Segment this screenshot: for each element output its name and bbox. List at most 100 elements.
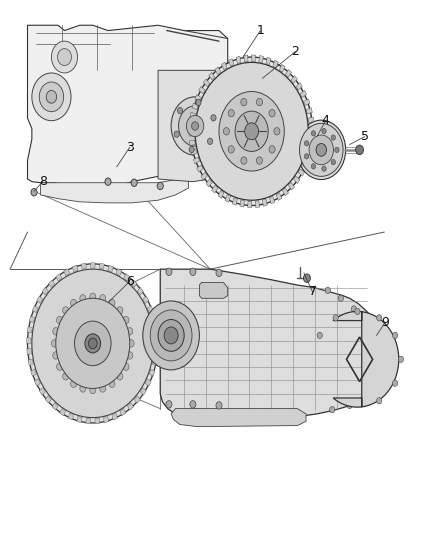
Circle shape	[111, 319, 116, 326]
Polygon shape	[134, 395, 140, 403]
Polygon shape	[193, 157, 200, 164]
Polygon shape	[108, 265, 113, 272]
Circle shape	[28, 264, 158, 423]
Circle shape	[189, 146, 194, 152]
Circle shape	[364, 317, 370, 322]
Circle shape	[208, 138, 213, 144]
Polygon shape	[143, 296, 149, 303]
Circle shape	[355, 308, 360, 314]
Circle shape	[174, 131, 179, 138]
Polygon shape	[273, 60, 278, 68]
Polygon shape	[279, 64, 285, 72]
Circle shape	[127, 352, 133, 359]
Circle shape	[90, 386, 96, 394]
Circle shape	[77, 369, 82, 375]
Polygon shape	[72, 265, 78, 272]
Polygon shape	[91, 263, 95, 268]
Polygon shape	[127, 403, 134, 410]
Polygon shape	[190, 112, 196, 118]
Circle shape	[70, 319, 75, 326]
Polygon shape	[308, 117, 314, 123]
Polygon shape	[28, 25, 228, 188]
Polygon shape	[222, 62, 227, 70]
Circle shape	[123, 363, 129, 370]
Polygon shape	[244, 55, 248, 62]
Polygon shape	[145, 379, 151, 386]
Polygon shape	[27, 338, 31, 343]
Circle shape	[228, 146, 234, 153]
Circle shape	[39, 82, 64, 112]
Circle shape	[304, 274, 311, 282]
Polygon shape	[112, 413, 117, 420]
Circle shape	[304, 154, 309, 159]
Circle shape	[117, 306, 123, 314]
Circle shape	[377, 314, 382, 321]
Polygon shape	[269, 196, 275, 204]
Polygon shape	[68, 413, 74, 420]
Circle shape	[117, 373, 123, 380]
Circle shape	[164, 327, 178, 344]
Circle shape	[219, 92, 284, 171]
Circle shape	[309, 135, 333, 165]
Polygon shape	[306, 108, 312, 114]
Circle shape	[63, 306, 69, 314]
Circle shape	[316, 143, 326, 156]
Polygon shape	[34, 379, 40, 386]
Polygon shape	[288, 182, 294, 190]
Polygon shape	[300, 91, 307, 98]
Polygon shape	[191, 149, 197, 155]
Circle shape	[85, 334, 101, 353]
Circle shape	[51, 340, 57, 347]
Polygon shape	[116, 269, 122, 276]
Circle shape	[228, 109, 234, 117]
Text: 4: 4	[321, 114, 329, 127]
Polygon shape	[32, 305, 38, 313]
Polygon shape	[212, 185, 218, 193]
Polygon shape	[153, 327, 158, 333]
Circle shape	[116, 351, 121, 358]
Polygon shape	[262, 199, 267, 206]
Polygon shape	[296, 83, 302, 90]
Polygon shape	[195, 94, 201, 101]
Circle shape	[109, 299, 115, 306]
Polygon shape	[255, 201, 259, 207]
Circle shape	[311, 164, 316, 169]
Polygon shape	[240, 200, 244, 207]
Circle shape	[351, 306, 357, 312]
Circle shape	[304, 141, 309, 146]
Polygon shape	[197, 165, 203, 172]
Circle shape	[245, 123, 258, 140]
Text: 7: 7	[309, 286, 317, 298]
Polygon shape	[147, 305, 153, 313]
Polygon shape	[140, 387, 146, 395]
Circle shape	[131, 179, 137, 187]
Circle shape	[241, 98, 247, 106]
Circle shape	[322, 166, 326, 171]
Circle shape	[235, 111, 268, 151]
Polygon shape	[305, 153, 311, 159]
Circle shape	[186, 115, 204, 136]
Polygon shape	[37, 296, 43, 303]
Polygon shape	[77, 416, 82, 423]
Polygon shape	[215, 67, 221, 75]
Polygon shape	[64, 269, 70, 276]
Circle shape	[104, 312, 109, 318]
Circle shape	[392, 380, 398, 386]
Polygon shape	[154, 349, 159, 354]
Circle shape	[85, 308, 91, 314]
Circle shape	[63, 340, 68, 346]
Circle shape	[80, 295, 86, 302]
Polygon shape	[225, 195, 230, 203]
Circle shape	[157, 182, 163, 190]
Circle shape	[53, 328, 59, 335]
Circle shape	[241, 157, 247, 164]
Text: 1: 1	[256, 24, 264, 37]
Polygon shape	[60, 409, 66, 416]
Polygon shape	[283, 188, 289, 196]
Polygon shape	[276, 192, 282, 200]
Polygon shape	[56, 273, 62, 281]
Polygon shape	[31, 369, 36, 376]
Circle shape	[223, 127, 230, 135]
Polygon shape	[41, 177, 188, 203]
Circle shape	[53, 352, 59, 359]
